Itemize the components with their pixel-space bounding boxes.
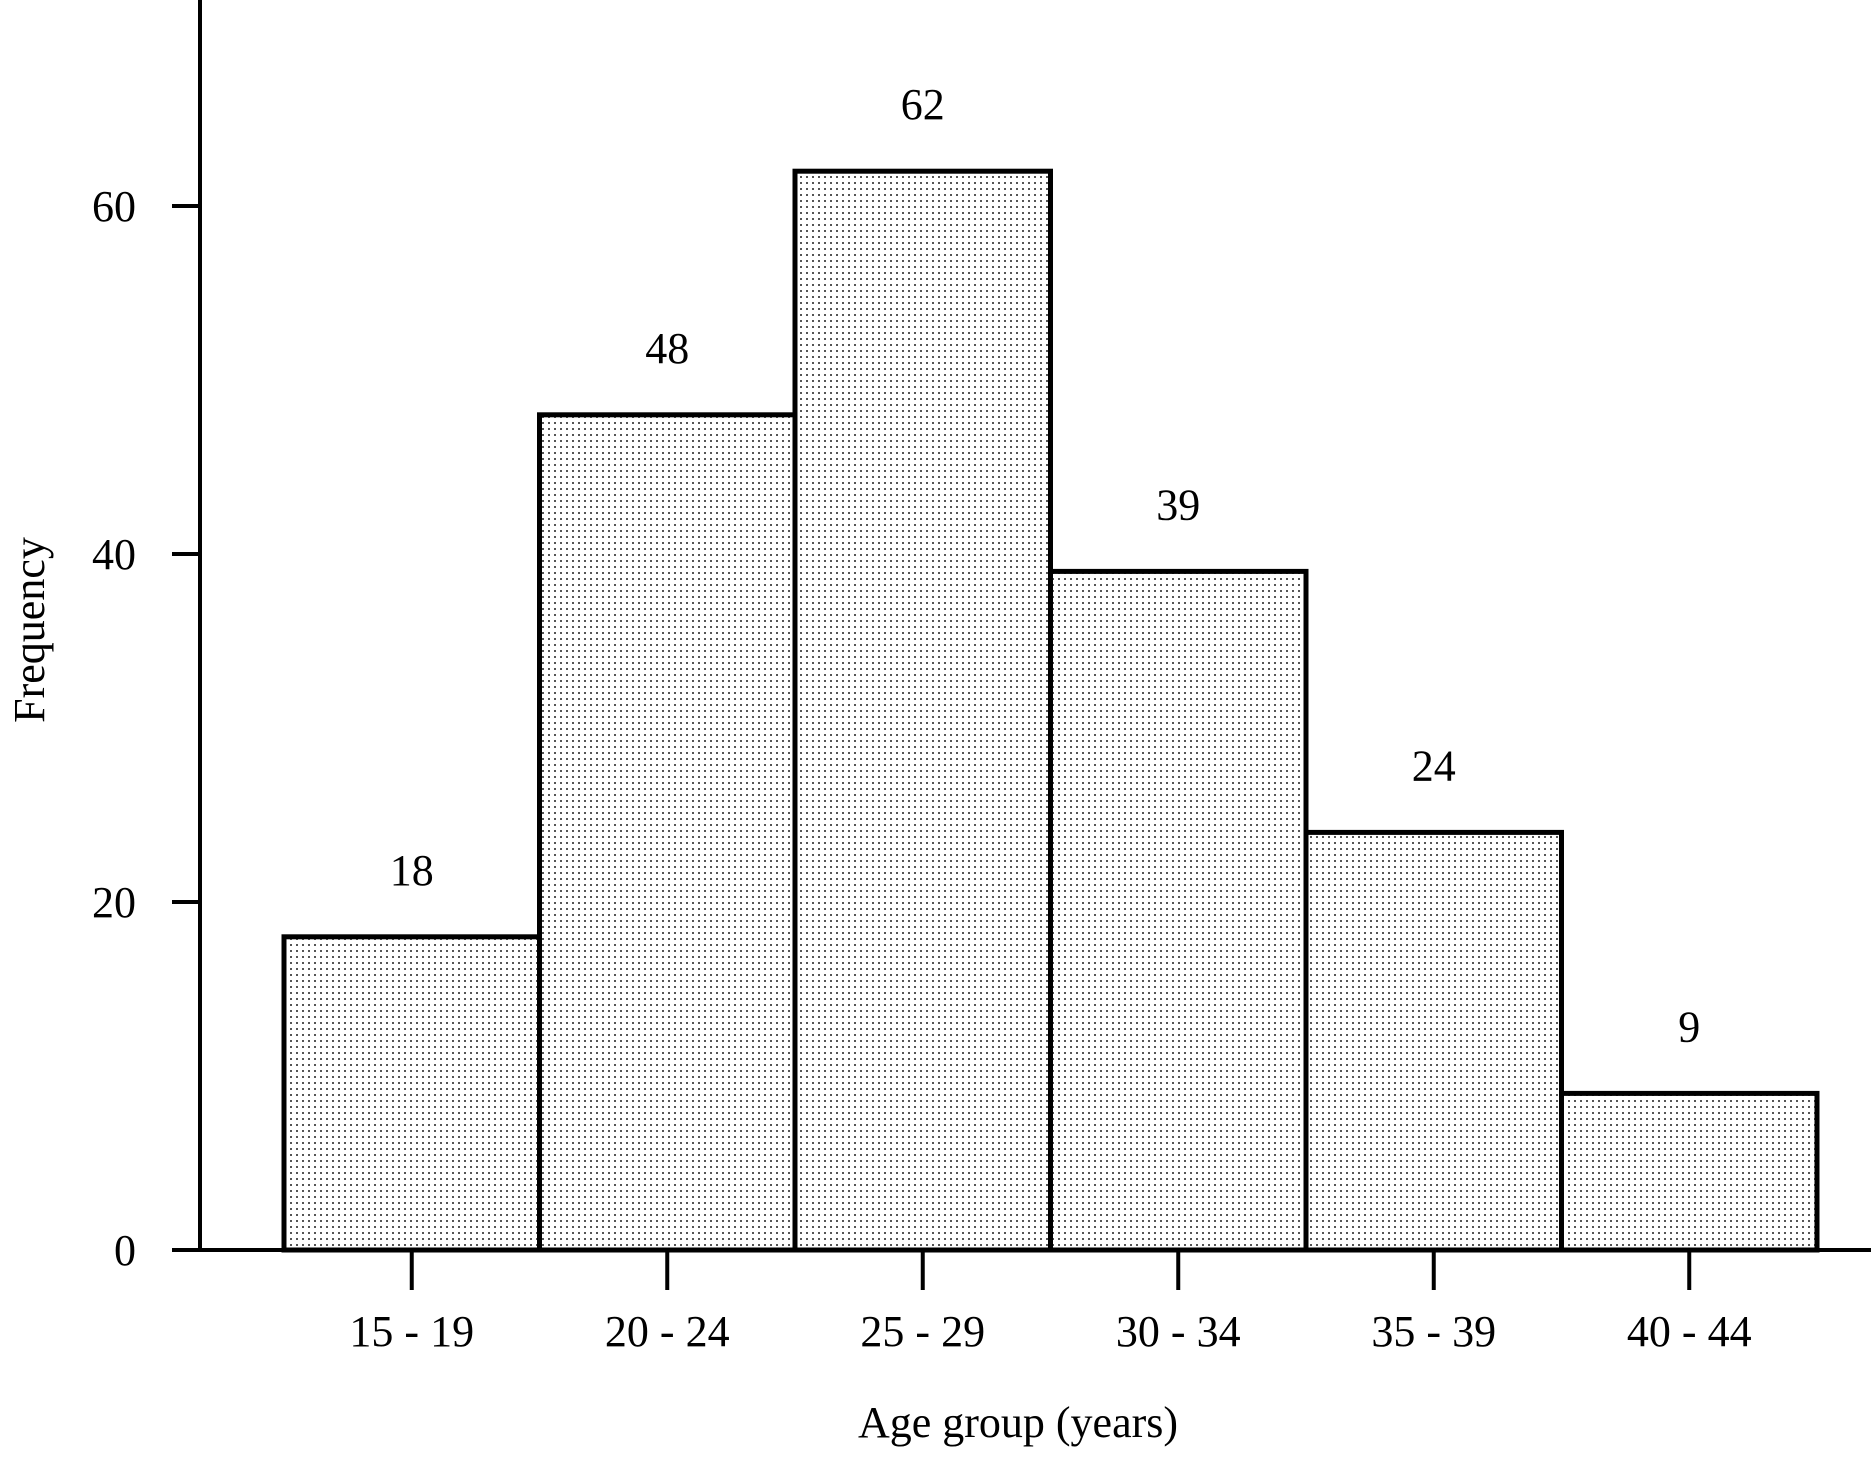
bar-15-19 [281,934,542,1253]
bar-40-44 [1559,1090,1820,1253]
bar-value-label: 48 [645,324,689,373]
bar-value-label: 9 [1678,1002,1700,1051]
x-tick-label: 40 - 44 [1627,1307,1752,1356]
bar-25-29 [792,168,1053,1253]
axes [172,0,1871,1252]
x-axis-label: Age group (years) [858,1398,1178,1447]
y-tick-label: 0 [114,1226,136,1275]
bar-35-39 [1303,829,1564,1253]
bars [281,168,1820,1253]
bar-value-label: 24 [1412,741,1456,790]
bar-value-label: 62 [901,80,945,129]
y-axis-label: Frequency [5,537,54,723]
bar-value-label: 39 [1156,480,1200,529]
labels: 18 15 - 19 48 20 - 24 62 25 - 29 39 30 - 34 24 35… [92,80,1752,1356]
bar-30-34 [1048,568,1309,1253]
x-tick-label: 25 - 29 [860,1307,985,1356]
x-tick-label: 15 - 19 [349,1307,474,1356]
y-tick-label: 40 [92,530,136,579]
y-tick-label: 60 [92,182,136,231]
y-tick-label: 20 [92,878,136,927]
ticks [172,204,1692,1290]
bar-20-24 [537,412,798,1253]
x-tick-label: 35 - 39 [1371,1307,1496,1356]
x-tick-label: 20 - 24 [605,1307,730,1356]
x-tick-label: 30 - 34 [1116,1307,1241,1356]
bar-value-label: 18 [390,846,434,895]
